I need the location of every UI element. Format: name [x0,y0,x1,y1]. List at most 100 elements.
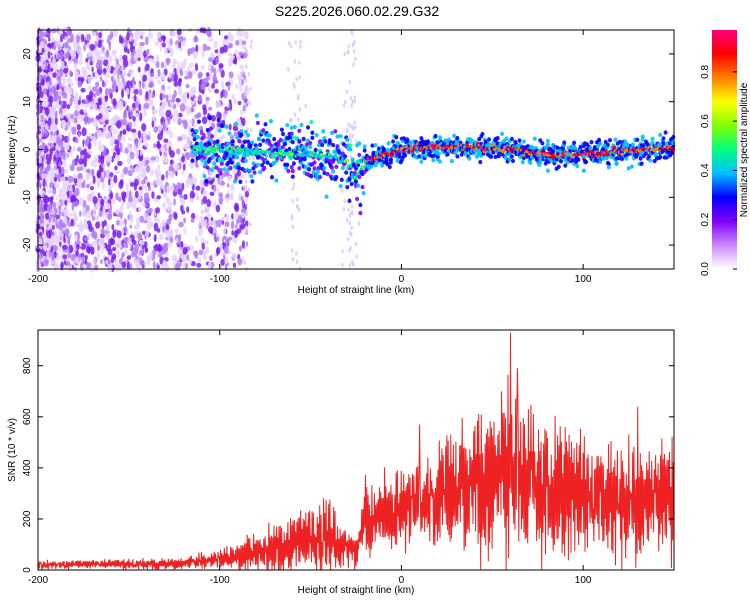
spectrogram-noise-point [145,247,149,253]
spectrogram-noise-point [157,250,163,258]
spectrogram-streak-point [299,44,302,49]
spectrogram-noise-point [73,200,79,206]
spectrogram-noise-point [100,198,105,206]
spectrogram-noise-point [202,104,207,111]
spectrogram-noise-point [141,180,146,185]
spectrogram-band-point [261,128,266,133]
spectrogram-noise-point [44,235,48,244]
spectrogram-noise-point [101,143,105,152]
spectrogram-noise-point [55,40,58,48]
spectrogram-noise-point [158,105,165,111]
spectrogram-noise-point [166,58,170,66]
spectrogram-noise-point [107,34,113,41]
spectrogram-noise-point [38,253,44,259]
spectrogram-noise-point [163,138,169,143]
spectrogram-band-point [228,165,233,171]
spectrogram-noise-point [244,220,249,228]
spectrogram-band-point [310,135,315,140]
spectrogram-noise-point [132,82,136,92]
spectrogram-band-point [257,154,261,159]
spectrogram-noise-point [48,139,51,144]
spectrogram-noise-point [95,34,99,43]
spectrogram-noise-point [225,214,230,222]
spectrogram-band-point [290,168,295,174]
spectrogram-noise-point [114,169,120,175]
spectrogram-noise-point [39,120,46,128]
spectrogram-noise-point [63,169,69,174]
spectrogram-x-axis-label: Height of straight line (km) [298,285,415,296]
spectrogram-noise-point [213,200,217,209]
spectrogram-noise-point [70,253,76,261]
spectrogram-band-point [297,166,302,171]
spectrogram-band-point [663,130,668,135]
spectrogram-noise-point [37,67,42,73]
spectrogram-streak-point [350,103,353,108]
spectrogram-band-point [209,180,213,185]
spectrogram-noise-point [103,82,106,88]
spectrogram-noise-point [60,100,64,106]
spectrogram-noise-point [156,143,162,149]
spectrogram-noise-point [181,210,186,215]
spectrogram-noise-point [203,219,208,224]
spectrogram-noise-point [124,224,128,234]
spectrogram-y-tick-label: 0 [22,146,33,152]
spectrogram-noise-point [79,109,85,115]
spectrogram-noise-point [80,33,85,43]
spectrogram-noise-point [62,159,67,168]
spectrogram-noise-point [117,238,122,246]
spectrogram-streak-point [350,260,354,265]
spectrogram-noise-point [215,100,222,108]
spectrogram-noise-point [103,157,107,163]
spectrogram-ridge-point [603,149,608,153]
spectrogram-noise-point [100,156,104,165]
spectrogram-noise-point [144,142,149,148]
spectrogram-noise-point [241,68,245,74]
spectrogram-noise-point [92,216,95,221]
spectrogram-noise-point [195,44,199,53]
spectrogram-noise-point [56,168,59,176]
spectrogram-noise-point [178,112,183,118]
spectrogram-noise-point [85,172,90,179]
spectrogram-noise-point [99,176,105,183]
spectrogram-noise-point [103,112,110,121]
spectrogram-noise-point [126,32,130,41]
spectrogram-band-point [419,159,424,164]
spectrogram-noise-point [102,150,106,157]
spectrogram-noise-point [80,149,86,156]
spectrogram-noise-point [82,70,87,79]
spectrogram-band-point [431,158,436,163]
spectrogram-streak-point [343,199,346,204]
spectrogram-noise-point [189,119,193,124]
spectrogram-band-point [620,156,624,162]
spectrogram-noise-point [56,146,62,152]
spectrogram-streak-point [245,203,249,208]
spectrogram-band-point [301,136,306,142]
snr-y-tick-label: 200 [22,510,33,527]
spectrogram-noise-point [75,249,79,257]
spectrogram-noise-point [101,96,105,105]
spectrogram-noise-point [228,52,233,58]
spectrogram-streak-point [291,256,294,262]
spectrogram-noise-point [176,148,181,155]
spectrogram-noise-point [160,146,166,153]
spectrogram-streak-point [344,99,347,105]
spectrogram-noise-point [146,48,150,55]
spectrogram-noise-point [155,178,160,185]
spectrogram-noise-point [158,233,164,241]
spectrogram-noise-point [50,262,54,268]
spectrogram-noise-point [232,125,239,132]
spectrogram-noise-point [168,204,171,210]
spectrogram-noise-point [179,67,183,76]
spectrogram-noise-point [226,103,230,108]
spectrogram-noise-point [91,86,97,92]
spectrogram-noise-point [209,70,213,80]
spectrogram-band-point [195,134,200,140]
spectrogram-noise-point [239,224,245,230]
spectrogram-streak-point [304,103,307,109]
spectrogram-noise-point [67,124,72,130]
spectrogram-streak-point [351,133,355,139]
spectrogram-noise-point [164,252,169,258]
spectrogram-noise-point [57,193,63,199]
spectrogram-band-point [562,140,567,145]
